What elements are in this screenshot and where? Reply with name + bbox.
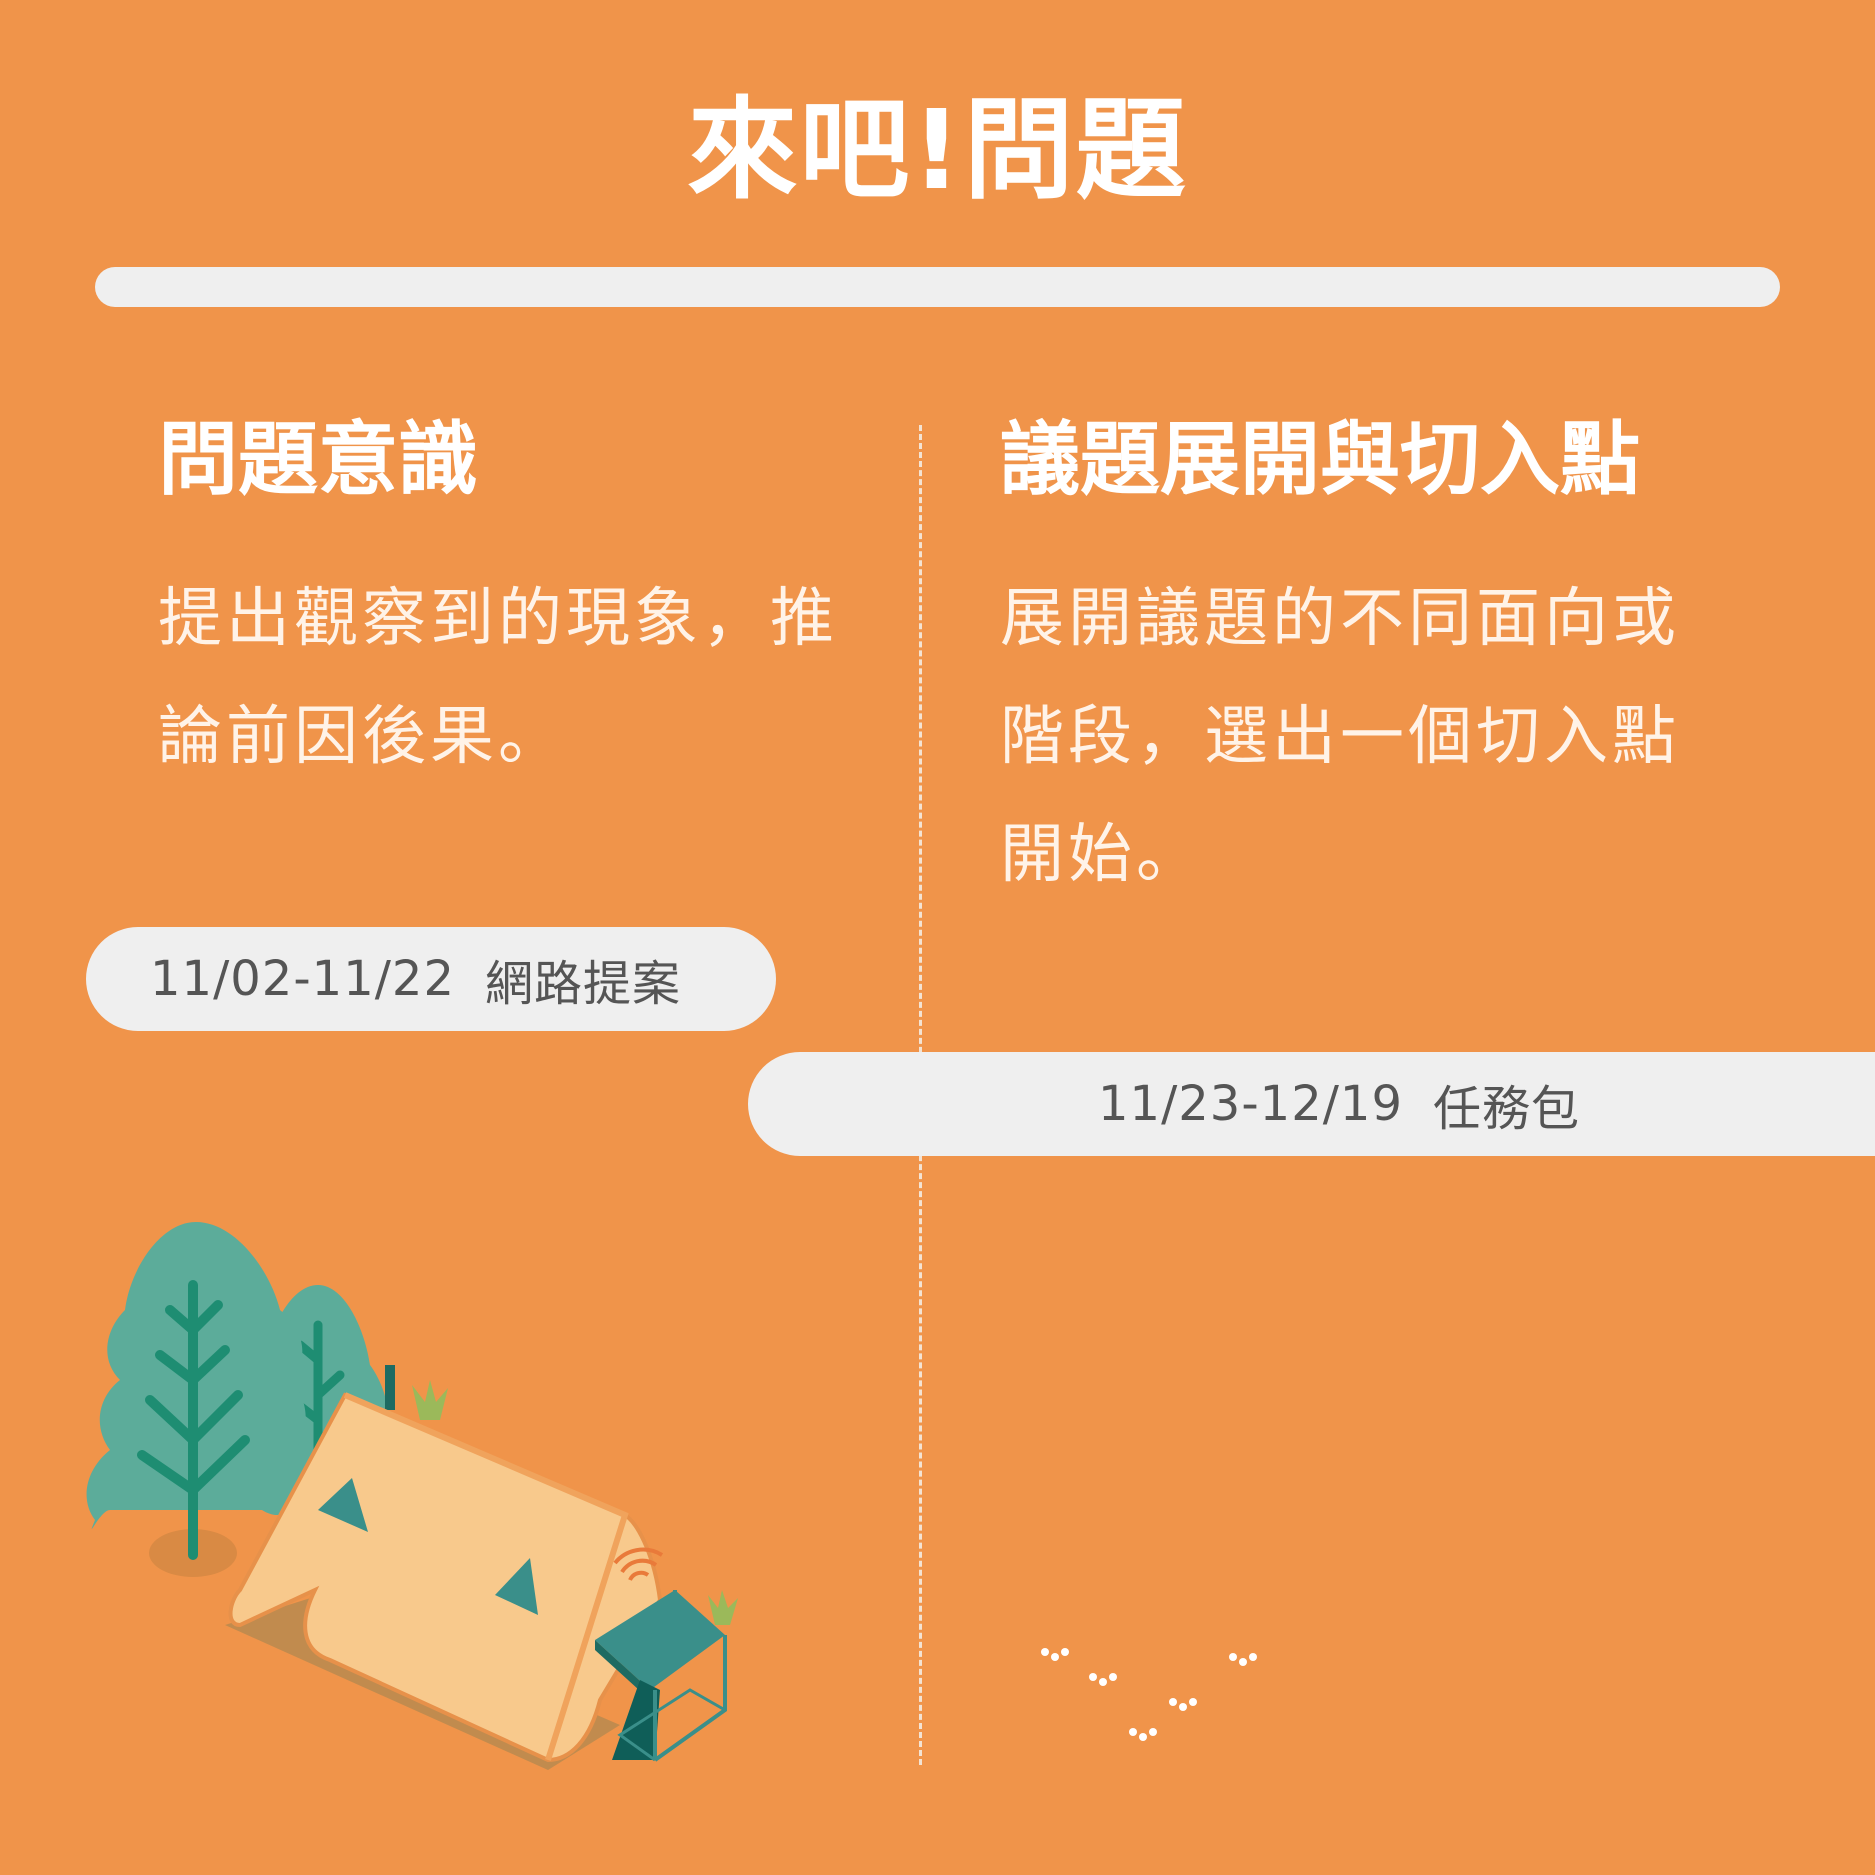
left-description: 提出觀察到的現象，推 論前因後果。 bbox=[158, 560, 878, 796]
awning-icon bbox=[595, 1590, 727, 1762]
left-description-line: 提出觀察到的現象，推 bbox=[158, 582, 838, 656]
left-heading: 問題意識 bbox=[158, 413, 478, 506]
left-schedule-pill: 11/02-11/22 網路提案 bbox=[86, 927, 776, 1031]
left-date-range: 11/02-11/22 bbox=[150, 951, 455, 1007]
right-heading: 議題展開與切入點 bbox=[1000, 413, 1640, 506]
tent-icon bbox=[228, 1392, 663, 1763]
page-title: 來吧!問題 bbox=[687, 86, 1188, 214]
right-description: 展開議題的不同面向或 階段，選出一個切入點 開始。 bbox=[1000, 560, 1740, 914]
right-date-range: 11/23-12/19 bbox=[1098, 1076, 1403, 1132]
title-divider bbox=[95, 267, 1780, 307]
right-description-line: 展開議題的不同面向或 bbox=[1000, 582, 1680, 656]
right-description-line: 開始。 bbox=[1000, 818, 1204, 892]
grass-icon bbox=[1041, 1648, 1257, 1741]
grass-icon bbox=[412, 1380, 738, 1625]
signal-icon bbox=[613, 1547, 664, 1581]
tree-icon bbox=[86, 1222, 307, 1560]
right-description-line: 階段，選出一個切入點 bbox=[1000, 700, 1680, 774]
right-schedule-pill: 11/23-12/19 任務包 bbox=[748, 1052, 1875, 1156]
left-description-line: 論前因後果。 bbox=[158, 700, 566, 774]
chimney bbox=[385, 1365, 395, 1410]
right-channel: 任務包 bbox=[1432, 1081, 1580, 1137]
left-channel: 網路提案 bbox=[484, 956, 681, 1012]
